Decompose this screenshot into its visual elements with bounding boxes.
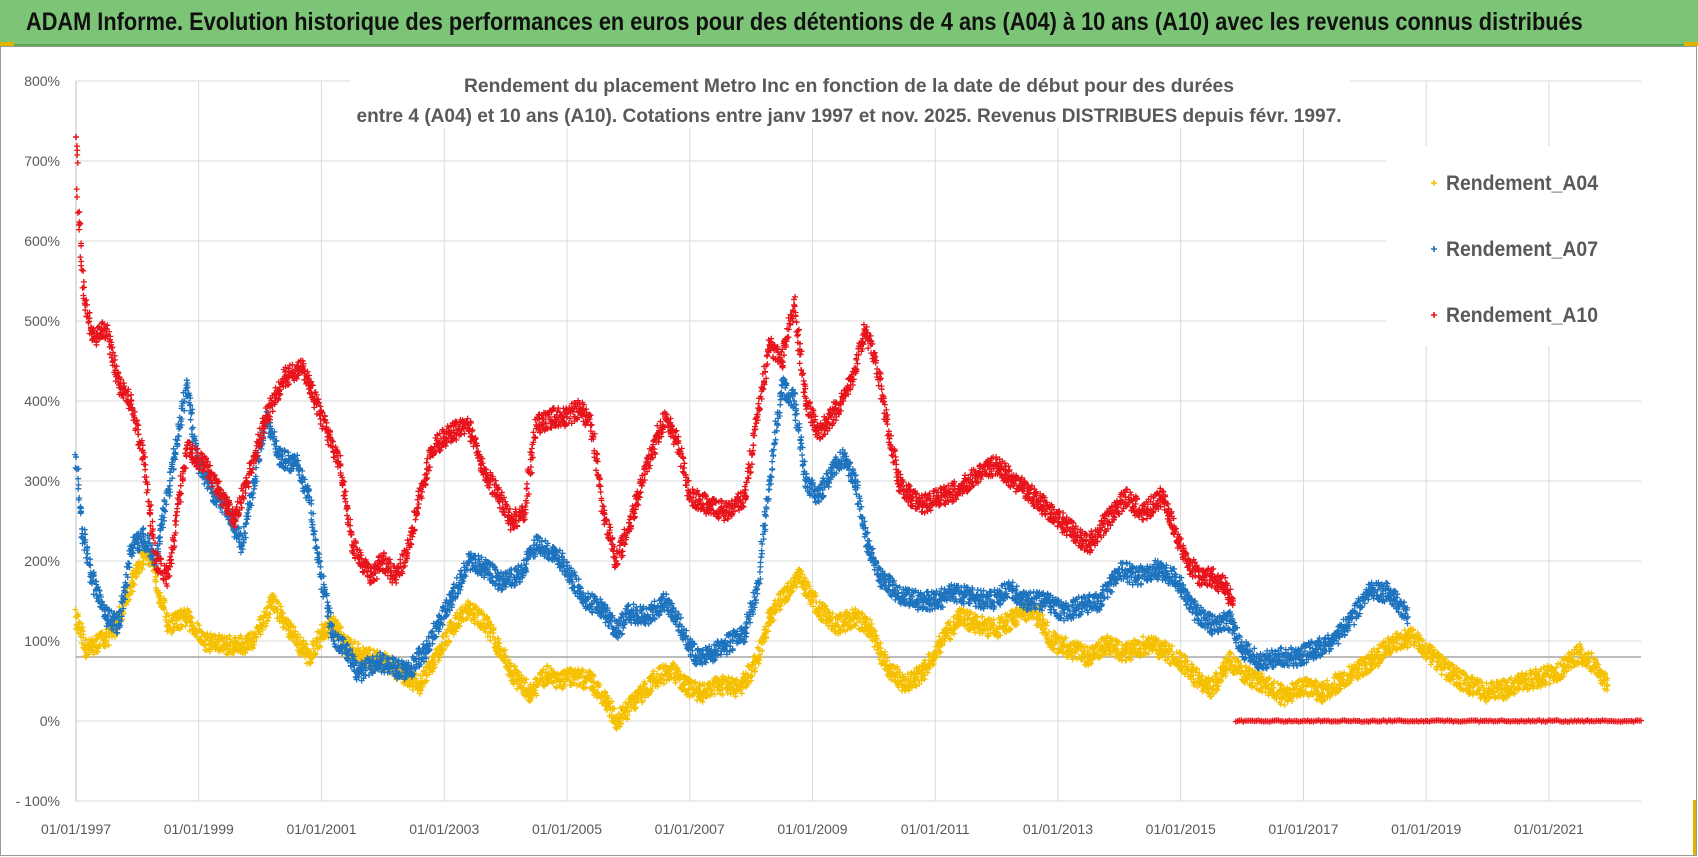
corner-mark-bottom-right [1693,800,1697,856]
zero-return-marks [1232,717,1644,725]
x-tick-label: 01/01/1997 [41,821,111,837]
data-point-marks [73,546,1611,724]
y-tick-label: 700% [24,153,60,169]
y-tick-label: 0% [40,713,60,729]
y-tick-label: 200% [24,553,60,569]
x-tick-label: 01/01/2015 [1146,821,1216,837]
x-tick-label: 01/01/2003 [409,821,479,837]
x-tick-label: 01/01/2021 [1514,821,1584,837]
y-tick-label: 600% [24,233,60,249]
x-tick-label: 01/01/2001 [286,821,356,837]
series-rendement-a04 [72,542,1611,732]
y-axis-ticks: - 100% 0% 100% 200% 300% 400% 500% 600% 700% 800% [16,73,60,809]
series-rendement-a10 [73,134,1236,609]
y-tick-label: 500% [24,313,60,329]
corner-mark-right [1684,42,1698,46]
x-tick-label: 01/01/2007 [655,821,725,837]
x-tick-label: 01/01/2019 [1391,821,1461,837]
y-tick-label: 300% [24,473,60,489]
chart-title-line2: entre 4 (A04) et 10 ans (A10). Cotations… [357,106,1342,127]
series-cloud [72,375,1411,684]
series-cloud [73,143,1236,609]
legend-marker [1431,180,1437,186]
series-cloud [72,542,1611,732]
chart-area: - 100% 0% 100% 200% 300% 400% 500% 600% 700% 800%… [16,66,1658,837]
legend-label: Rendement_A10 [1446,304,1598,327]
y-tick-label: 100% [24,633,60,649]
x-tick-label: 01/01/1999 [164,821,234,837]
legend-marker [1431,312,1437,318]
chart-title-line1: Rendement du placement Metro Inc en fonc… [464,76,1234,97]
x-tick-label: 01/01/2011 [901,821,970,837]
chart-frame [0,46,1697,856]
legend: Rendement_A04 Rendement_A07 Rendement_A10 [1431,172,1598,327]
x-tick-label: 01/01/2017 [1268,821,1338,837]
legend-marker [1431,246,1437,252]
corner-mark-left [0,42,14,46]
series-layer [72,134,1644,732]
legend-label: Rendement_A07 [1446,238,1598,261]
banner: ADAM Informe. Evolution historique des p… [0,0,1698,46]
x-tick-label: 01/01/2005 [532,821,602,837]
legend-background [1386,146,1658,346]
series-rendement-a07 [72,375,1411,684]
y-tick-label: - 100% [16,793,60,809]
title-background [350,66,1350,128]
x-tick-label: 01/01/2009 [777,821,847,837]
x-axis-ticks: 01/01/1997 01/01/1999 01/01/2001 01/01/2003… [41,821,1584,837]
x-tick-label: 01/01/2013 [1023,821,1093,837]
y-tick-label: 400% [24,393,60,409]
series-rendement-a10-zero- [1232,717,1644,725]
legend-label: Rendement_A04 [1446,172,1598,195]
banner-title: ADAM Informe. Evolution historique des p… [26,8,1583,36]
y-tick-label: 800% [24,73,60,89]
